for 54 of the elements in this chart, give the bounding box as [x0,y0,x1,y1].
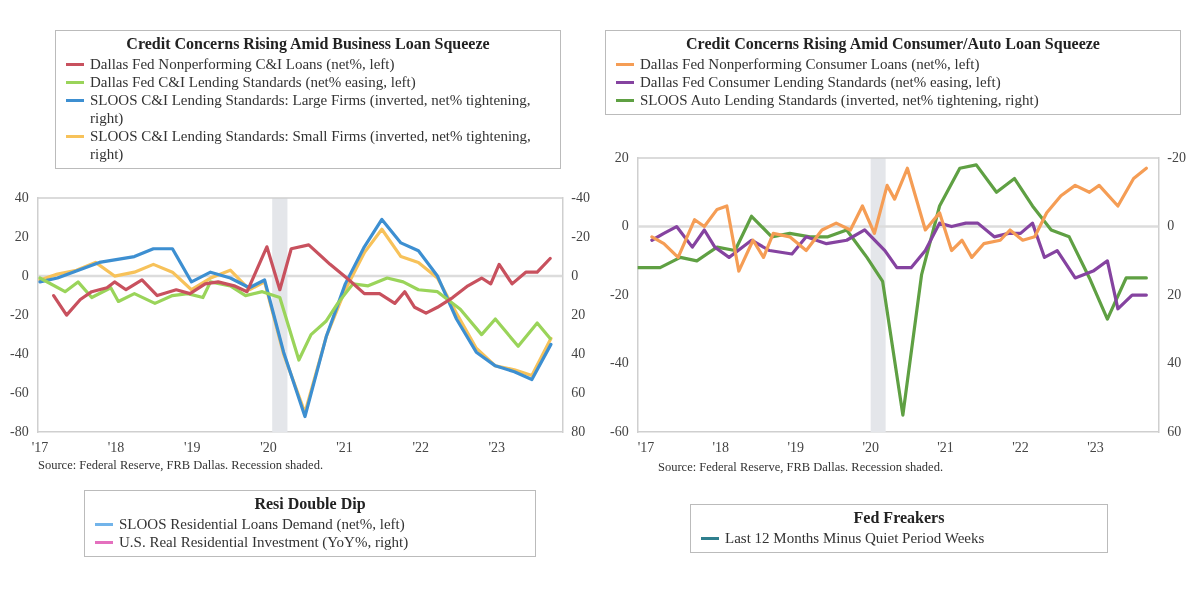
y2-tick-label: 0 [571,267,579,283]
x-tick-label: '20 [862,440,879,456]
y-tick-label: -20 [9,306,29,322]
legend-label: Dallas Fed Nonperforming C&I Loans (net%, left) [90,55,395,73]
y2-tick-label: 60 [571,384,586,400]
y2-tick-label: -40 [571,189,591,205]
legend-label: U.S. Real Residential Investment (YoY%, right) [119,533,409,551]
legend-label: Dallas Fed C&I Lending Standards (net% easing, left) [90,73,416,91]
y-tick-label: -40 [609,355,629,371]
x-tick-label: '18 [107,440,125,456]
y2-tick-label: 40 [1167,355,1182,371]
chart-title: Credit Concerns Rising Amid Consumer/Auto Loan Squeeze [685,35,1101,53]
x-tick-label: '21 [336,440,353,456]
y-tick-label: 0 [21,267,29,283]
x-tick-label: '17 [637,440,655,456]
y2-tick-label: 20 [571,306,586,322]
x-tick-label: '20 [260,440,277,456]
text: Resi Double Dip [253,495,367,513]
legend-label: SLOOS C&I Lending Standards: Small Firms (inverted, net% tightening, right) [90,127,532,163]
x-tick-label: '23 [488,440,506,456]
y-tick-label: -60 [9,384,29,400]
legend-label: SLOOS C&I Lending Standards: Large Firms (inverted, net% tightening, right) [90,91,532,127]
y2-tick-label: 20 [1167,286,1182,302]
source-note: Source: Federal Reserve, FRB Dallas. Recession shaded. [658,460,944,475]
chart-title: Credit Concerns Rising Amid Business Loan Squeeze [125,35,491,53]
y-tick-label: -60 [609,423,629,439]
legend-label: Last 12 Months Minus Quiet Period Weeks [725,529,985,547]
y2-tick-label: 0 [1167,218,1175,234]
y2-tick-label: -20 [571,228,591,244]
legend-label: SLOOS Residential Loans Demand (net%, left) [119,515,405,533]
source-note: Source: Federal Reserve, FRB Dallas. Recession shaded. [38,458,324,473]
y-tick-label: -80 [9,423,29,439]
x-tick-label: '22 [1012,440,1029,456]
x-tick-label: '18 [712,440,730,456]
y-tick-label: 40 [14,189,29,205]
text: Fed Freakers [852,509,946,527]
x-tick-label: '17 [31,440,49,456]
legend-label: Dallas Fed Nonperforming Consumer Loans (net%, left) [640,55,980,73]
y-tick-label: 20 [614,149,629,165]
legend-label: Dallas Fed Consumer Lending Standards (net% easing, left) [640,73,1001,91]
x-tick-label: '22 [412,440,429,456]
x-tick-label: '23 [1087,440,1104,456]
legend-label: SLOOS Auto Lending Standards (inverted, net% tightening, right) [640,91,1039,109]
x-tick-label: '19 [183,440,201,456]
x-tick-label: '19 [787,440,804,456]
y-tick-label: 20 [14,228,29,244]
y-tick-label: 0 [621,218,629,234]
y2-tick-label: -20 [1167,149,1187,165]
y-tick-label: -20 [609,286,629,302]
y2-tick-label: 40 [571,345,586,361]
y2-tick-label: 60 [1167,423,1182,439]
y-tick-label: -40 [9,345,29,361]
x-tick-label: '21 [937,440,954,456]
y2-tick-label: 80 [571,423,586,439]
